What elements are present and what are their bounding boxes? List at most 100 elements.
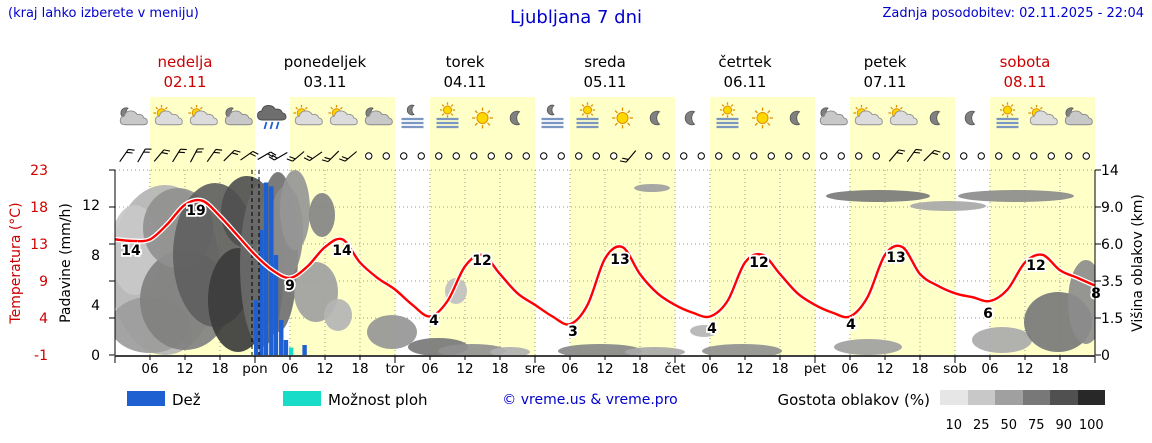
day-name: ponedeljek — [283, 53, 367, 71]
wind-calm-icon — [1082, 152, 1090, 160]
weather-icon-moon — [509, 110, 521, 126]
weather-icon-moon-cloud — [1064, 107, 1093, 126]
wind-barb-icon — [339, 151, 357, 162]
weather-icon-moon-cloud — [119, 107, 148, 126]
hour-tick-label: 12 — [736, 361, 753, 377]
hour-tick-label: 18 — [491, 361, 508, 377]
wind-barb-icon — [303, 151, 323, 162]
wind-calm-icon — [610, 152, 618, 160]
wind-calm-icon — [767, 152, 775, 160]
wind-barb-icon — [189, 148, 204, 163]
cloud-density-scale — [940, 390, 1105, 405]
temperature-tick: 13 — [30, 237, 48, 253]
density-scale-segment — [967, 390, 995, 405]
day-name: petek — [863, 53, 907, 71]
copyright-link[interactable]: © vreme.us & vreme.pro — [502, 392, 678, 408]
wind-calm-icon — [1030, 152, 1038, 160]
wind-calm-icon — [872, 152, 880, 160]
day-abbrev-label: pon — [242, 361, 267, 377]
wind-barb-icon — [906, 148, 923, 163]
wind-calm-icon — [540, 152, 548, 160]
last-update: Zadnja posodobitev: 02.11.2025 - 22:04 — [882, 6, 1144, 21]
density-scale-value: 10 — [945, 418, 963, 433]
day-date: 07.11 — [863, 73, 907, 91]
wind-calm-icon — [960, 152, 968, 160]
cloud-height-tick: 1.5 — [1101, 311, 1123, 327]
temperature-label: 14 — [332, 243, 352, 259]
temperature-label: 4 — [707, 321, 717, 337]
wind-calm-icon — [715, 152, 723, 160]
density-scale-value: 100 — [1078, 418, 1104, 433]
cloud-density-blob — [1068, 260, 1095, 344]
rain-bar — [253, 300, 259, 355]
cloud-density-blob — [280, 170, 310, 250]
wind-calm-icon — [1047, 152, 1055, 160]
wind-calm-icon — [365, 152, 373, 160]
temperature-label: 14 — [121, 243, 141, 259]
weather-icon-sun — [612, 107, 633, 129]
weather-icon-moon — [649, 110, 661, 126]
density-scale-value: 50 — [1000, 418, 1018, 433]
wind-barb-icon — [206, 148, 223, 163]
wind-barb-icon — [286, 151, 305, 162]
rain-bar — [273, 255, 279, 355]
cloud-height-tick: 3.5 — [1101, 274, 1123, 290]
weather-icon-sun-cloud — [328, 104, 358, 126]
rain-bar — [279, 320, 284, 355]
hour-tick-label: 06 — [561, 361, 578, 377]
density-scale-segment — [1077, 390, 1105, 405]
day-name: sobota — [999, 53, 1051, 71]
weather-icon-sun-cloud — [293, 104, 323, 126]
day-date: 05.11 — [583, 73, 627, 91]
wind-barb-icon — [888, 149, 906, 162]
cloud-density-blob — [690, 325, 718, 337]
wind-calm-icon — [575, 152, 583, 160]
hour-tick-label: 06 — [141, 361, 158, 377]
wind-calm-icon — [662, 152, 670, 160]
precipitation-tick: 8 — [91, 248, 100, 264]
axis-tick-labels: 23 18 13 9 4 -1 12 8 4 0 14 9.0 6.0 3.5 1.5 0 — [30, 163, 1123, 364]
day-date: 03.11 — [303, 73, 347, 91]
density-scale-segment — [940, 390, 968, 405]
weather-icons-row — [119, 102, 1093, 130]
wind-calm-icon — [750, 152, 758, 160]
day-abbrev-label: tor — [385, 361, 405, 377]
cloud-density-blob — [490, 347, 530, 355]
shower-bar — [288, 347, 294, 355]
cloud-height-tick: 6.0 — [1101, 237, 1123, 253]
showers-legend-swatch — [283, 391, 321, 406]
wind-calm-icon — [837, 152, 845, 160]
temperature-curve — [114, 197, 1097, 328]
temperature-labels: 14 19 9 14 4 12 3 13 4 12 4 13 6 12 8 — [120, 201, 1103, 342]
plot-frame — [109, 169, 1101, 363]
wind-calm-icon — [435, 152, 443, 160]
rain-bar — [302, 345, 307, 355]
wind-barb-icon — [137, 148, 152, 163]
density-scale-value: 90 — [1055, 418, 1073, 433]
hour-tick-label: 12 — [596, 361, 613, 377]
hour-tick-label: 18 — [1051, 361, 1068, 377]
temperature-tick: 23 — [30, 163, 48, 179]
wind-barb-icon — [119, 148, 135, 163]
hour-tick-label: 12 — [876, 361, 893, 377]
wind-calm-icon — [487, 152, 495, 160]
temperature-tick: 18 — [30, 200, 48, 216]
weather-icon-moon — [929, 110, 941, 126]
day-band — [710, 97, 815, 355]
day-band — [570, 97, 675, 355]
day-band — [430, 97, 535, 355]
hour-tick-label: 18 — [211, 361, 228, 377]
precipitation-tick: 4 — [91, 298, 100, 314]
temperature-label: 3 — [568, 324, 578, 340]
weather-icon-sun-cloud — [188, 104, 218, 126]
weather-icon-fog-sun — [436, 102, 459, 129]
wind-calm-icon — [417, 152, 425, 160]
cloud-density-blob — [625, 347, 685, 355]
density-scale-value: 75 — [1027, 418, 1045, 433]
wind-calm-icon — [522, 152, 530, 160]
day-name: sreda — [584, 53, 626, 71]
temperature-label: 9 — [285, 278, 295, 294]
wind-calm-icon — [1065, 152, 1073, 160]
